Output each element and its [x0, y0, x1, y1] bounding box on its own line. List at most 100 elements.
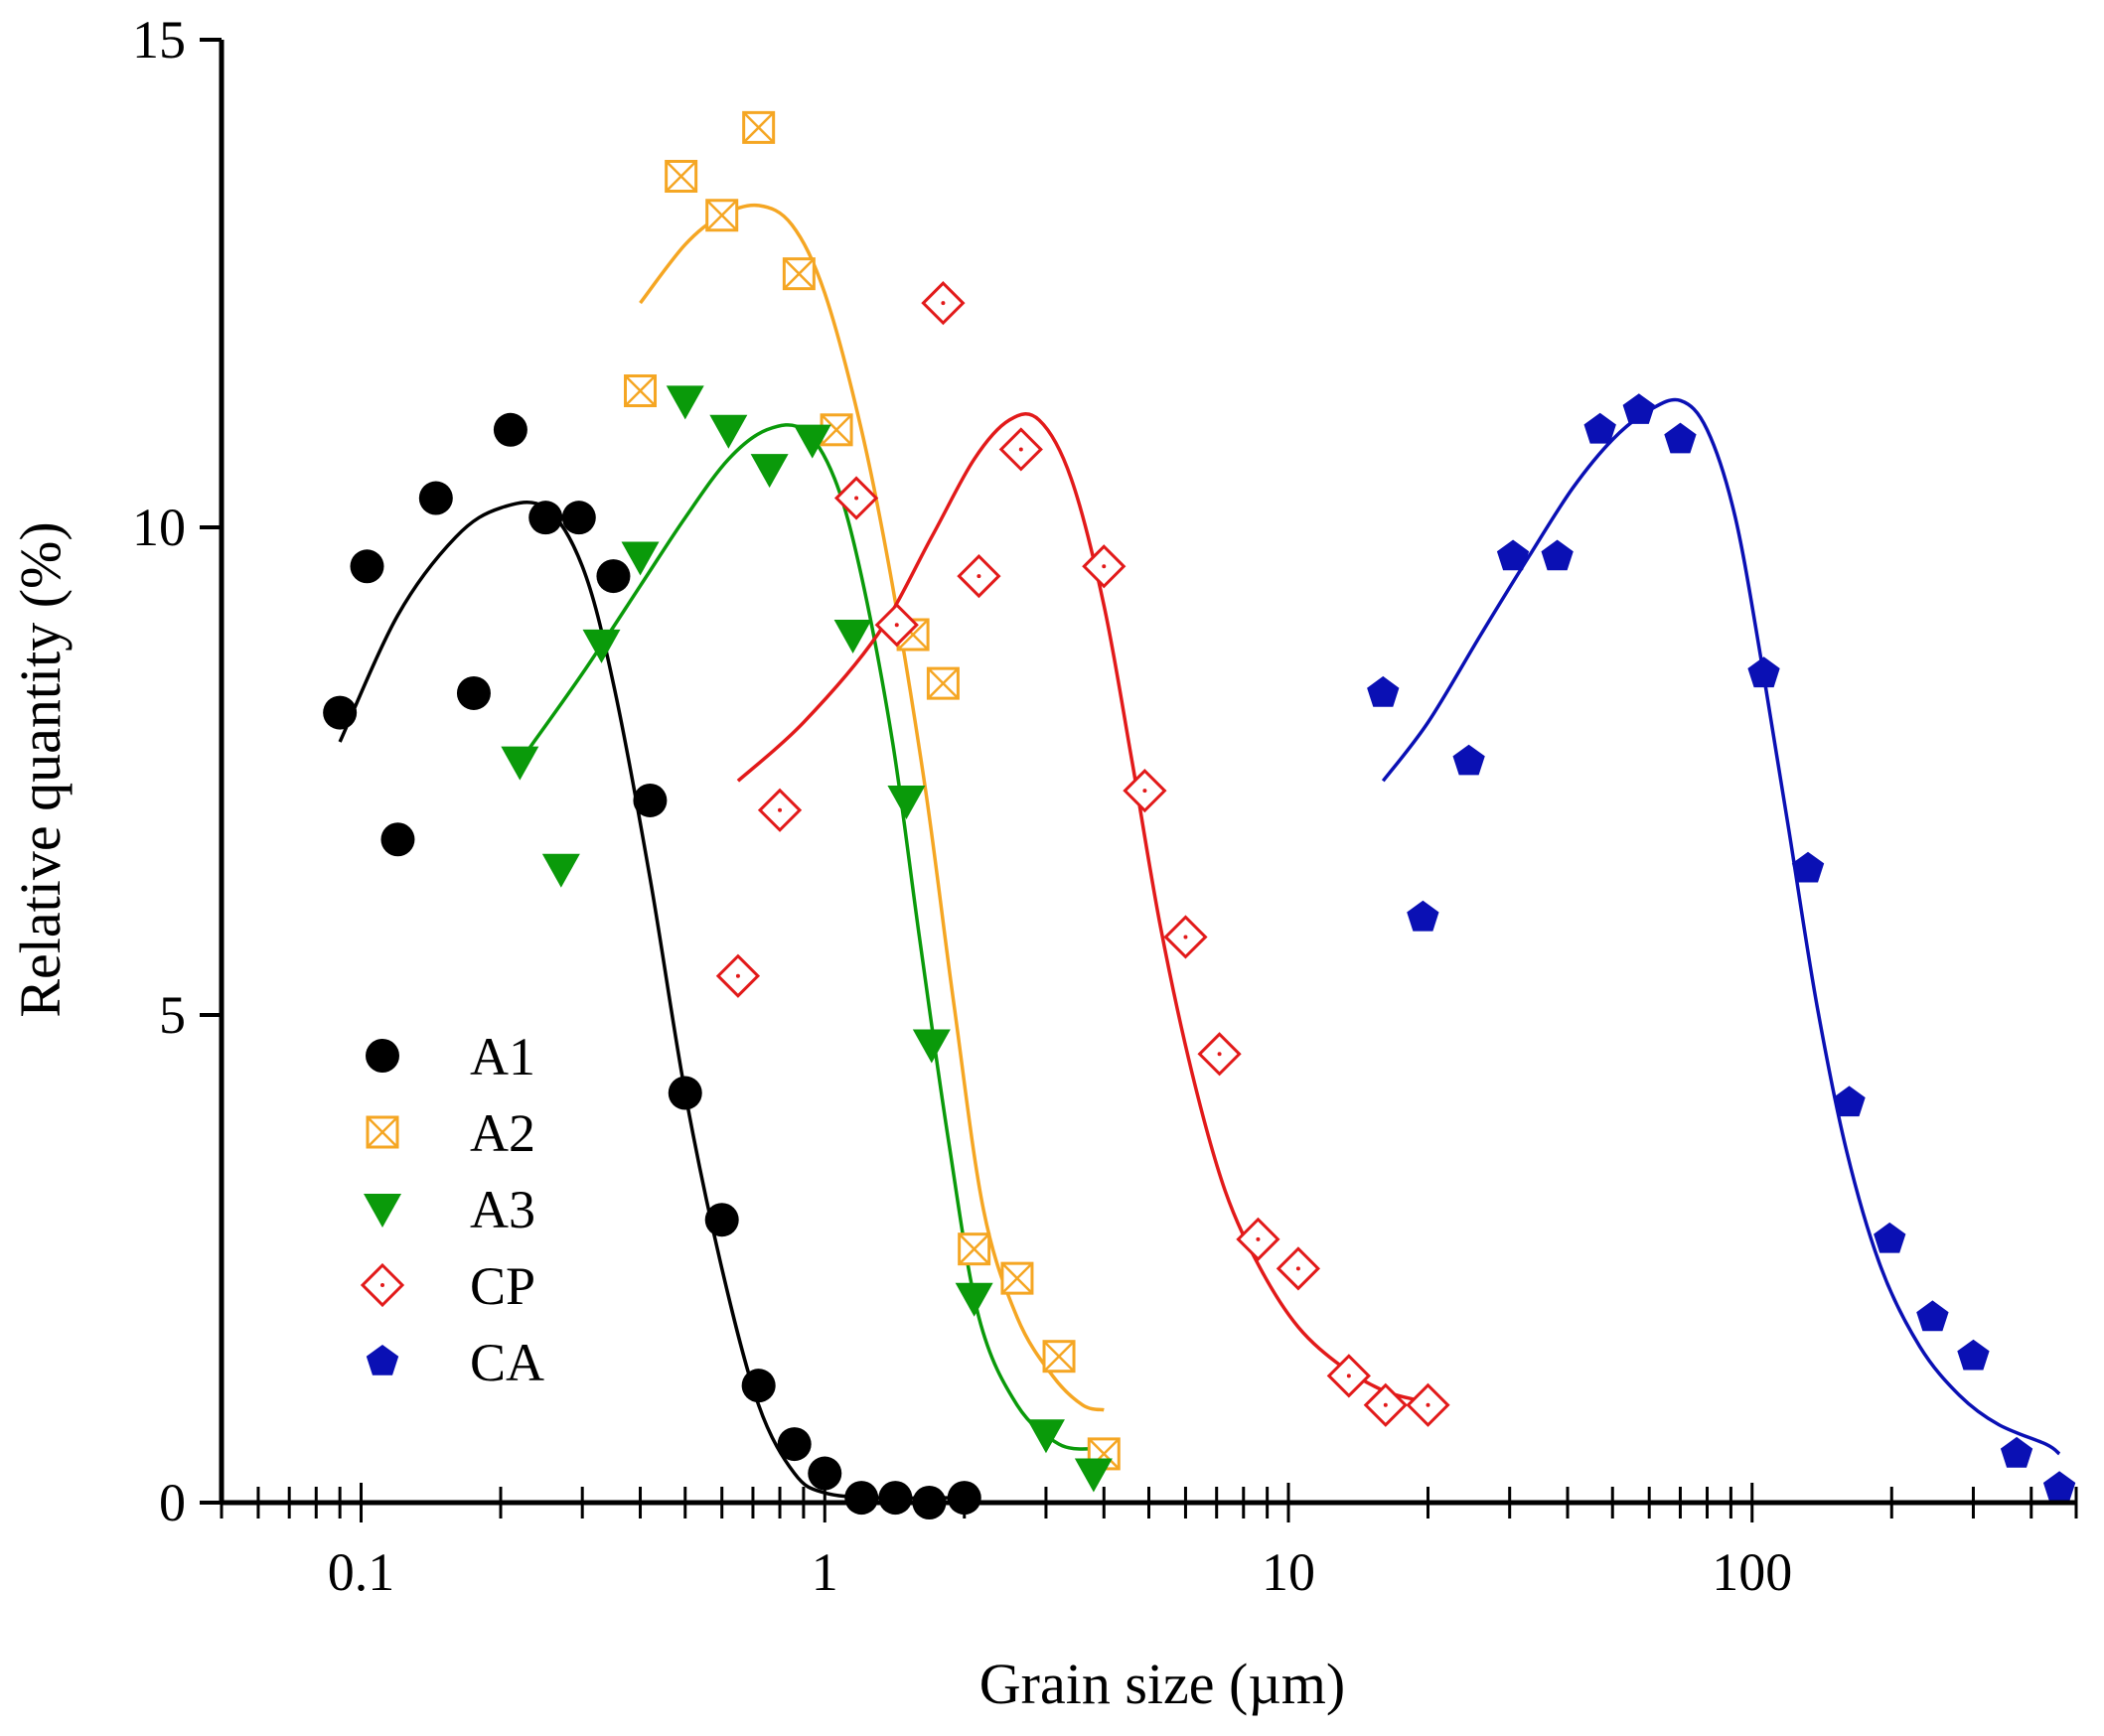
data-point-cp — [715, 953, 761, 998]
data-point-cp — [1236, 1217, 1280, 1261]
data-point-ca — [1874, 1222, 1906, 1253]
data-point-a1 — [668, 1076, 702, 1110]
legend-marker-cp — [360, 1262, 405, 1308]
legend: A1 A2 A3 CP CA — [360, 1027, 544, 1392]
data-point-a1 — [633, 783, 668, 817]
data-point-cp — [1406, 1382, 1450, 1427]
data-point-ca — [1622, 393, 1655, 424]
data-point-ca — [1916, 1300, 1949, 1332]
data-point-a1 — [350, 549, 384, 584]
data-point-a2 — [820, 413, 853, 447]
data-point-ca — [1583, 412, 1616, 444]
fit-curve-a2 — [639, 203, 1105, 1412]
data-point-cp — [1123, 769, 1167, 813]
fit-curves — [338, 203, 2061, 1501]
y-tick-label: 10 — [132, 498, 186, 557]
legend-label-ca: CA — [470, 1333, 544, 1392]
y-axis-title: Relative quantity (%) — [8, 521, 73, 1017]
data-point-cp — [1197, 1032, 1242, 1077]
legend-label-a3: A3 — [470, 1180, 535, 1239]
data-point-cp — [1163, 915, 1208, 959]
data-point-a1 — [878, 1481, 913, 1516]
data-point-a3 — [621, 541, 660, 576]
legend-label-a1: A1 — [470, 1027, 535, 1086]
data-points — [323, 110, 2076, 1519]
series-ca — [1367, 393, 2076, 1502]
data-point-cp — [757, 788, 803, 832]
data-point-a2 — [1042, 1340, 1076, 1374]
data-point-cp — [874, 603, 919, 648]
data-point-a2 — [926, 666, 960, 700]
x-tick-label: 1 — [812, 1542, 838, 1602]
legend-marker-ca — [366, 1345, 399, 1375]
data-point-a2 — [665, 159, 698, 193]
data-point-ca — [1833, 1085, 1866, 1117]
data-point-cp — [833, 476, 879, 520]
x-axis-title: Grain size (µm) — [979, 1652, 1345, 1716]
data-point-a3 — [833, 620, 872, 654]
data-point-ca — [1541, 539, 1574, 571]
data-point-ca — [1367, 675, 1400, 707]
data-point-ca — [1452, 744, 1485, 776]
data-point-ca — [1407, 900, 1439, 932]
data-point-ca — [1664, 422, 1697, 454]
legend-marker-a2 — [366, 1115, 399, 1149]
data-point-a1 — [704, 1203, 739, 1237]
data-point-ca — [1496, 539, 1530, 571]
data-point-a1 — [808, 1456, 842, 1491]
data-point-ca — [1747, 656, 1780, 688]
data-point-ca — [1791, 851, 1825, 883]
fit-curve-cp — [736, 412, 1419, 1402]
fit-curve-ca — [1381, 397, 2061, 1456]
series-a3 — [501, 385, 1113, 1493]
data-point-a3 — [582, 629, 621, 663]
data-point-a1 — [418, 481, 453, 515]
data-point-a3 — [709, 414, 748, 449]
data-point-a2 — [1000, 1261, 1034, 1295]
data-point-a1 — [323, 695, 358, 730]
data-point-a3 — [666, 385, 704, 420]
data-point-a3 — [1026, 1419, 1065, 1454]
data-point-a1 — [844, 1481, 879, 1516]
data-point-ca — [2000, 1436, 2033, 1468]
data-point-a1 — [596, 559, 631, 594]
data-point-cp — [957, 553, 1001, 599]
y-tick-label: 15 — [132, 10, 186, 70]
x-tick-label: 10 — [1262, 1542, 1315, 1602]
data-point-a1 — [741, 1369, 776, 1403]
data-point-a3 — [541, 853, 580, 888]
data-point-ca — [2042, 1471, 2076, 1502]
data-point-a3 — [750, 454, 789, 489]
x-tick-label: 100 — [1712, 1542, 1792, 1602]
axes: 0.1 1 10 100 0 5 10 15 — [132, 10, 2078, 1602]
data-point-a2 — [705, 199, 739, 232]
legend-marker-a3 — [364, 1194, 401, 1228]
data-point-a3 — [501, 746, 539, 781]
y-axis-ticks: 0 5 10 15 — [132, 10, 222, 1532]
data-point-cp — [1326, 1354, 1371, 1398]
y-tick-label: 5 — [159, 985, 186, 1045]
legend-marker-a1 — [366, 1039, 399, 1073]
data-point-a2 — [624, 374, 658, 408]
data-point-a2 — [742, 110, 776, 144]
data-point-a1 — [777, 1427, 812, 1462]
data-point-a1 — [528, 501, 563, 535]
data-point-cp — [1276, 1246, 1321, 1291]
data-point-cp — [921, 281, 966, 326]
data-point-a1 — [456, 675, 491, 710]
data-point-a3 — [912, 1029, 951, 1064]
data-point-a1 — [561, 501, 596, 535]
data-point-a3 — [887, 785, 926, 819]
data-point-cp — [1363, 1382, 1408, 1427]
y-tick-label: 0 — [159, 1473, 186, 1532]
data-point-a2 — [782, 257, 816, 291]
data-point-cp — [1082, 544, 1127, 589]
data-point-cp — [998, 427, 1043, 472]
data-point-ca — [1957, 1339, 1990, 1371]
data-point-a1 — [493, 412, 527, 447]
data-point-a3 — [793, 424, 831, 459]
x-axis-ticks: 0.1 1 10 100 — [220, 1483, 2078, 1602]
series-a1 — [323, 412, 981, 1519]
legend-label-cp: CP — [470, 1256, 535, 1316]
